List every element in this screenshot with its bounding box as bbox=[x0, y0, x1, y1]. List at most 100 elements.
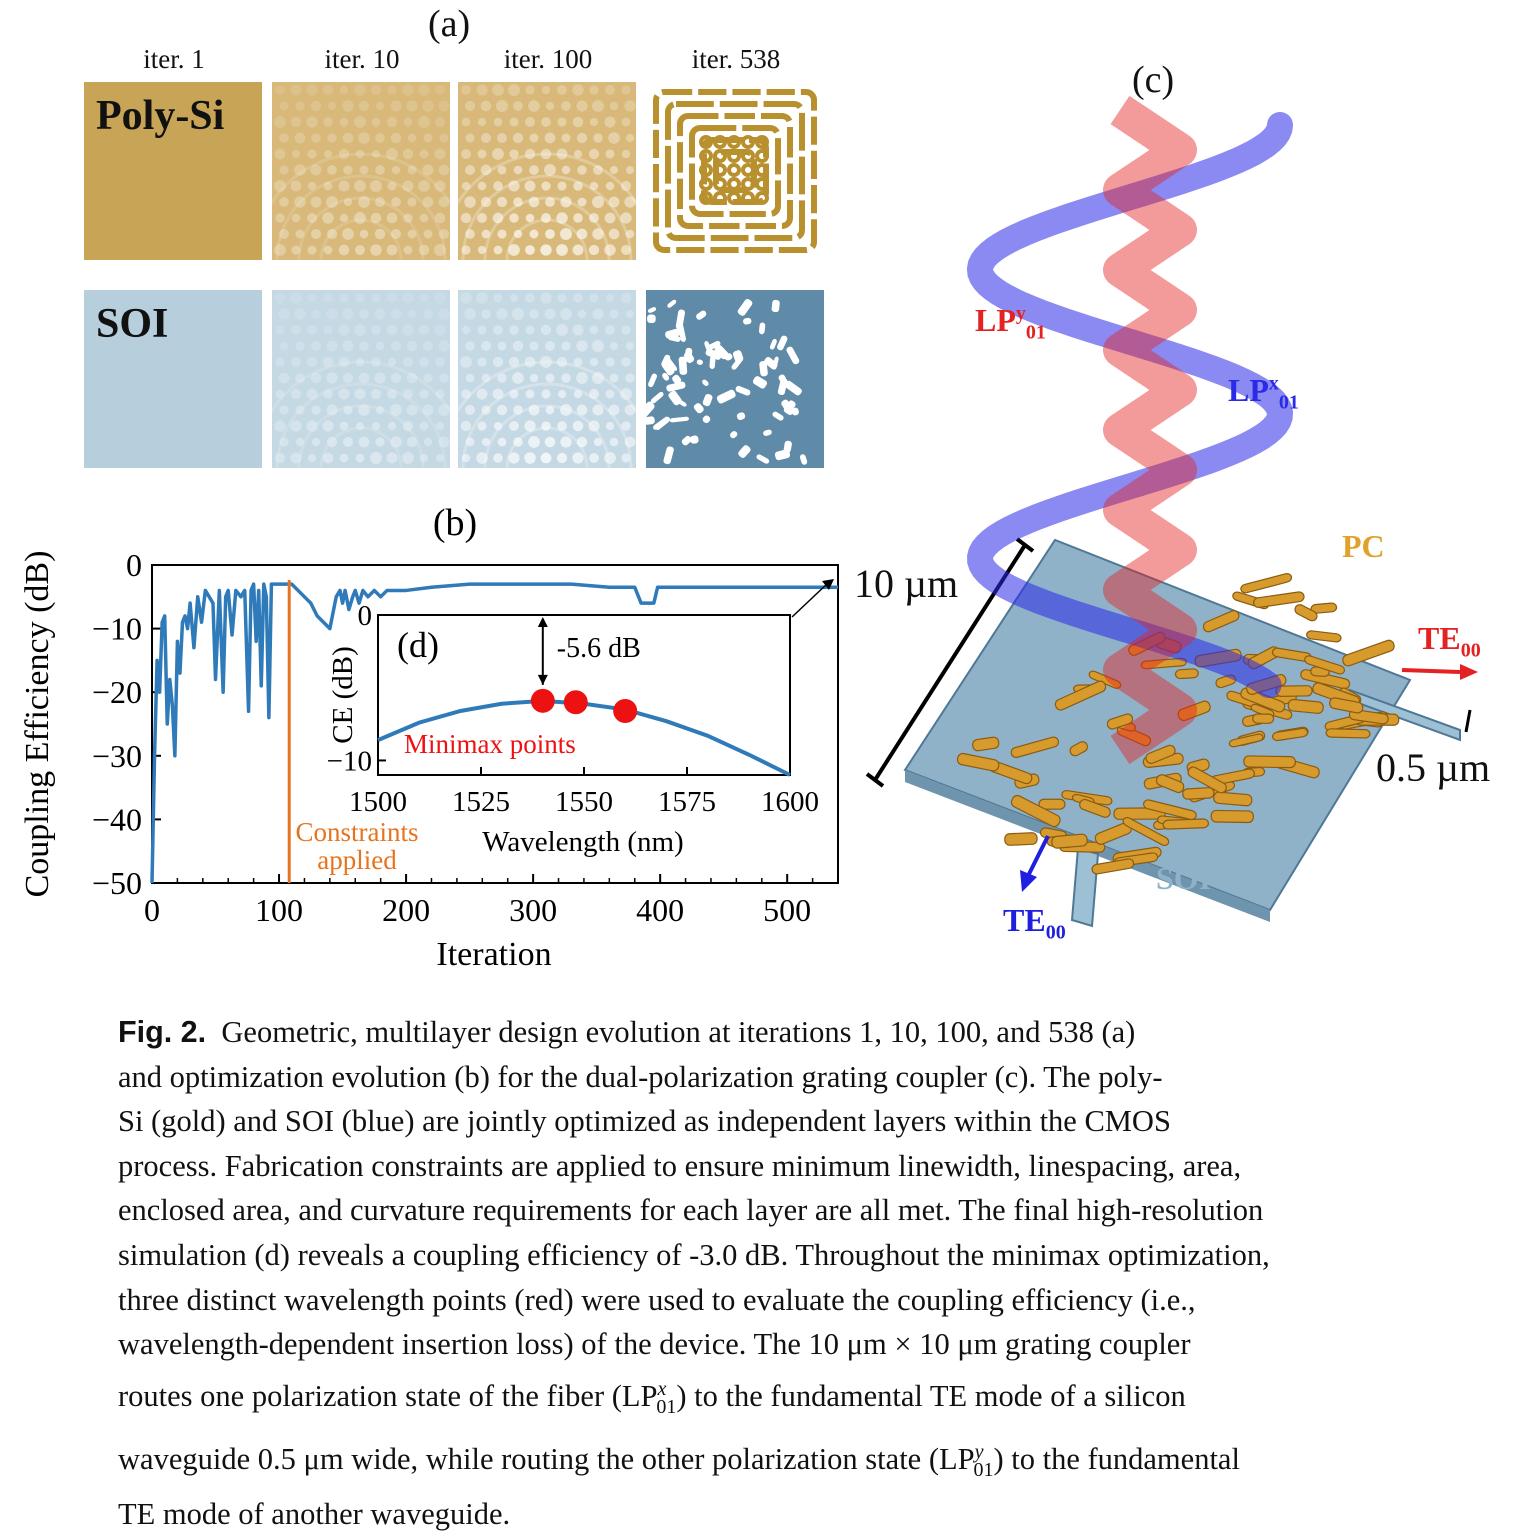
tile-dot bbox=[279, 165, 289, 175]
size-label: 10 µm bbox=[854, 561, 959, 606]
tile-dot bbox=[342, 308, 354, 320]
tile-hole bbox=[672, 374, 682, 385]
tile-dot bbox=[604, 452, 616, 464]
tile-dot bbox=[589, 117, 599, 127]
tile-hole bbox=[756, 454, 770, 464]
tile-dot bbox=[481, 373, 491, 383]
tile-dot bbox=[477, 149, 487, 159]
tile-dot bbox=[294, 196, 306, 208]
tile-dot bbox=[358, 372, 370, 384]
tile-dot bbox=[310, 372, 322, 384]
tile-dot bbox=[493, 181, 503, 191]
tile-dot bbox=[576, 340, 588, 352]
tile-hole bbox=[772, 411, 784, 421]
tile-dot bbox=[434, 292, 446, 304]
tile-dot bbox=[556, 148, 568, 160]
tile-dot bbox=[608, 196, 620, 208]
pc-strip bbox=[1228, 733, 1264, 748]
tile-dot bbox=[621, 421, 631, 431]
caption-line-5: enclosed area, and curvature requirement… bbox=[118, 1193, 1264, 1228]
tile-dot bbox=[493, 421, 503, 431]
constraints-label-line2: applied bbox=[317, 845, 397, 875]
tile-dot bbox=[621, 117, 631, 127]
tile-dot bbox=[604, 116, 616, 128]
tile-cell bbox=[699, 149, 713, 163]
tile-dot bbox=[419, 293, 429, 303]
tile-dot bbox=[339, 293, 349, 303]
minimax-points-label: Minimax points bbox=[404, 729, 576, 759]
tile-dot bbox=[625, 229, 635, 239]
tile-cell bbox=[727, 163, 741, 177]
pc-strip bbox=[1213, 791, 1253, 807]
tile-dot bbox=[524, 452, 536, 464]
iter-label-538: iter. 538 bbox=[691, 44, 781, 74]
tile-dot bbox=[509, 421, 519, 431]
polysi-tile-iter1 bbox=[84, 82, 262, 260]
tile-dot bbox=[589, 181, 599, 191]
tile-dot bbox=[496, 100, 508, 112]
inset-y-tick-label: 0 bbox=[358, 600, 373, 632]
pc-strip bbox=[1240, 573, 1293, 594]
tile-dot bbox=[477, 325, 487, 335]
tile-ring bbox=[275, 382, 447, 468]
tile-dot bbox=[323, 389, 333, 399]
tile-dot bbox=[338, 244, 350, 256]
tile-dot bbox=[557, 85, 567, 95]
pc-strip bbox=[1294, 604, 1318, 622]
tile-dot bbox=[422, 164, 434, 176]
pc-strip bbox=[1243, 755, 1296, 769]
pc-strip bbox=[1162, 818, 1210, 830]
tile-dot bbox=[326, 228, 338, 240]
tile-hole bbox=[702, 393, 713, 407]
tile-dot bbox=[557, 117, 567, 127]
tile-hole bbox=[738, 445, 751, 458]
tile-background bbox=[646, 82, 824, 260]
tile-hole bbox=[752, 376, 768, 389]
tile-dot bbox=[525, 245, 535, 255]
y-tick-label: −20 bbox=[92, 674, 142, 710]
tile-hole bbox=[681, 435, 692, 446]
tile-dot bbox=[358, 308, 370, 320]
tile-cell bbox=[713, 135, 727, 149]
tile-dot bbox=[386, 452, 398, 464]
tile-dot bbox=[512, 340, 524, 352]
tile-hole bbox=[799, 454, 808, 465]
tile-dot bbox=[481, 437, 491, 447]
tile-dot bbox=[465, 373, 475, 383]
tile-dot bbox=[291, 357, 301, 367]
tile-dot bbox=[624, 404, 636, 416]
tile-dot bbox=[279, 101, 289, 111]
tile-dot bbox=[391, 341, 401, 351]
pc-strip bbox=[1122, 816, 1170, 847]
tile-dot bbox=[323, 117, 333, 127]
tile-hole bbox=[704, 340, 711, 351]
tile-dot bbox=[342, 436, 354, 448]
tile-dot bbox=[481, 405, 491, 415]
tile-dot bbox=[509, 293, 519, 303]
tile-dot bbox=[375, 101, 385, 111]
tile-hole bbox=[647, 314, 656, 323]
tile-dot bbox=[625, 165, 635, 175]
tile-dot bbox=[290, 292, 302, 304]
tile-dot bbox=[512, 308, 524, 320]
tile-hole bbox=[709, 356, 716, 369]
tile-dot bbox=[589, 293, 599, 303]
tile-dot bbox=[464, 164, 476, 176]
tile-dot bbox=[438, 164, 450, 176]
pc-strip bbox=[1069, 741, 1089, 757]
minimax-point bbox=[530, 688, 555, 713]
tile-dot bbox=[326, 340, 338, 352]
size-bar-cap bbox=[1015, 537, 1035, 553]
tile-dot bbox=[422, 196, 434, 208]
tile-dot bbox=[418, 116, 430, 128]
tile-dot bbox=[605, 149, 615, 159]
tile-dot bbox=[525, 117, 535, 127]
tile-cell bbox=[741, 149, 755, 163]
tile-hole bbox=[732, 350, 744, 363]
tile-dot bbox=[438, 228, 450, 240]
tile-dot bbox=[560, 404, 572, 416]
tile-dot bbox=[461, 453, 471, 463]
tile-dot bbox=[323, 181, 333, 191]
tile-dot bbox=[529, 229, 539, 239]
tile-dot bbox=[354, 116, 366, 128]
